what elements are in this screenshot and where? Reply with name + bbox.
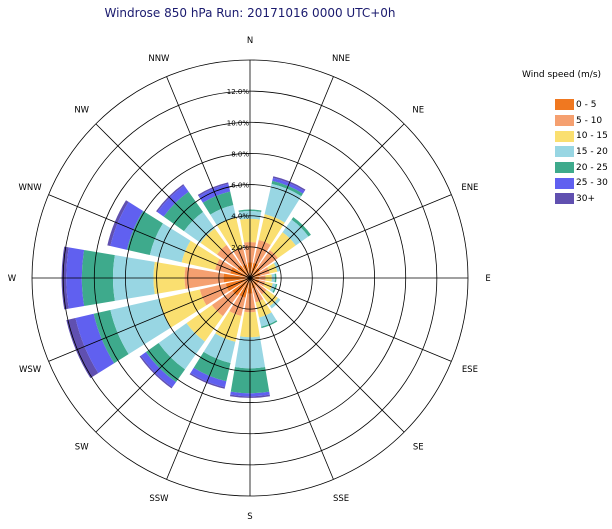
petal-wnw-bin-3 (181, 240, 220, 271)
petal-wsw-bin-1 (225, 278, 250, 292)
direction-label-s: S (247, 512, 252, 522)
petal-nnw-bin-4 (210, 205, 237, 226)
legend-label: 10 - 15 (576, 131, 608, 142)
legend-item: 10 - 15 (522, 128, 612, 144)
petal-ssw-bin-5 (193, 351, 231, 382)
grid-spoke (249, 76, 334, 279)
petal-wsw-bin-7 (66, 317, 99, 379)
grid-spoke (166, 76, 251, 279)
legend-title: Wind speed (m/s) (522, 70, 602, 80)
direction-label-sw: SW (75, 442, 89, 452)
grid-spoke (249, 277, 334, 480)
legend-swatch (555, 193, 574, 205)
legend-swatch (555, 177, 574, 189)
radial-tick-label: 12.0% (227, 88, 250, 96)
petal-wsw-bin-2 (199, 283, 229, 306)
petal-nne-bin-1 (250, 262, 259, 278)
radial-tick-label: 8.0% (231, 150, 249, 158)
radial-tick-label: 4.0% (231, 213, 249, 221)
legend-label: 30+ (576, 193, 595, 204)
legend-swatch (555, 115, 574, 127)
petal-ssw-bin-2 (229, 295, 246, 316)
grid-spoke (166, 277, 251, 480)
legend-label: 5 - 10 (576, 115, 603, 126)
legend-label: 15 - 20 (576, 146, 608, 157)
petal-ssw-bin-7 (189, 372, 225, 389)
direction-label-nnw: NNW (148, 54, 170, 64)
legend: Wind speed (m/s) 0 - 5 5 - 10 10 - 15 15 - … (522, 70, 612, 207)
direction-label-nw: NW (74, 106, 89, 116)
legend-label: 25 - 30 (576, 178, 608, 189)
petal-sse-bin-4 (259, 312, 277, 327)
petal-wnw-bin-7 (107, 200, 129, 247)
petal-nne-bin-4 (264, 183, 302, 223)
grid-spoke (95, 277, 251, 433)
legend-swatch (555, 99, 574, 111)
direction-label-n: N (247, 36, 253, 46)
direction-label-wsw: WSW (19, 365, 42, 375)
grid-spoke (48, 194, 251, 279)
petal-wnw-bin-6 (110, 201, 144, 250)
petal-nw-bin-7 (156, 184, 185, 213)
direction-label-sse: SSE (333, 494, 349, 504)
grid-spoke (249, 277, 405, 433)
petal-ene-bin-3 (267, 263, 278, 274)
petal-ssw-bin-4 (203, 333, 236, 363)
grid-spoke (48, 277, 251, 362)
petal-nne-bin-7 (272, 176, 306, 191)
legend-item: 5 - 10 (522, 113, 612, 129)
direction-label-ne: NE (412, 106, 424, 116)
legend-item: 25 - 30 (522, 175, 612, 191)
legend-item: 0 - 5 (522, 97, 612, 113)
petal-wsw-bin-3 (158, 289, 207, 328)
grid-spoke (95, 123, 251, 279)
legend-swatch (555, 130, 574, 142)
petal-nnw-bin-3 (216, 217, 244, 252)
legend-label: 0 - 5 (576, 99, 597, 110)
grid-layer (31, 59, 469, 497)
direction-label-ese: ESE (462, 365, 478, 375)
petal-ssw-bin-3 (215, 310, 242, 342)
radial-tick-label: 6.0% (231, 182, 249, 190)
direction-label-e: E (485, 274, 490, 284)
direction-label-ssw: SSW (149, 494, 169, 504)
petal-nnw-bin-5 (202, 191, 234, 215)
petal-wnw-bin-1 (230, 267, 250, 278)
petal-nnw-bin-7 (197, 182, 229, 197)
grid-spoke (249, 194, 452, 279)
radial-tick-label: 2.0% (231, 244, 249, 252)
petal-ssw-bin-1 (239, 278, 250, 298)
legend-label: 20 - 25 (576, 162, 608, 173)
petal-nnw-bin-1 (242, 264, 250, 278)
petal-s-bin-7 (230, 394, 270, 398)
legend-swatch (555, 162, 574, 174)
legend-items: 0 - 5 5 - 10 10 - 15 15 - 20 20 - 25 25 - 30 3… (522, 97, 612, 207)
direction-label-w: W (8, 274, 17, 284)
petal-sw-bin-7 (139, 355, 173, 389)
grid-spoke (249, 277, 452, 362)
chart-title: Windrose 850 hPa Run: 20171016 0000 UTC+… (104, 6, 396, 20)
legend-swatch (555, 146, 574, 158)
radial-tick-label: 10.0% (227, 119, 250, 127)
petal-ese-bin-3 (263, 281, 273, 291)
legend-item: 15 - 20 (522, 144, 612, 160)
petal-wnw-bin-5 (127, 210, 163, 256)
direction-label-wnw: WNW (19, 183, 43, 193)
petal-wsw-bin-6 (75, 313, 115, 374)
direction-label-ene: ENE (461, 183, 478, 193)
legend-item: 30+ (522, 191, 612, 207)
petal-wsw-bin-5 (93, 309, 129, 364)
direction-label-se: SE (413, 442, 424, 452)
petal-sse-bin-3 (255, 299, 272, 318)
direction-label-nne: NNE (332, 54, 350, 64)
petal-nne-bin-3 (258, 214, 285, 246)
labels-layer: 2.0% 4.0% 6.0% 8.0% 10.0% 12.0% N NNE NE ENE E ESE S… (8, 36, 491, 522)
grid-spoke (249, 123, 405, 279)
petal-wsw-bin-4 (110, 298, 171, 355)
legend-item: 20 - 25 (522, 160, 612, 176)
